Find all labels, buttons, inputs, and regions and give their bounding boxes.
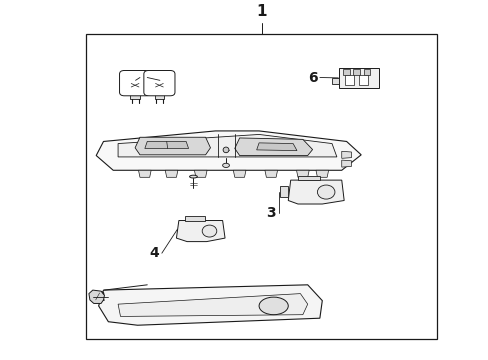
Polygon shape (279, 186, 287, 197)
Bar (86, 33, 436, 339)
Polygon shape (256, 143, 296, 150)
Polygon shape (287, 180, 344, 204)
Polygon shape (144, 141, 188, 148)
Text: 2: 2 (96, 290, 106, 304)
Polygon shape (118, 134, 336, 157)
Polygon shape (234, 138, 312, 156)
Polygon shape (331, 77, 339, 84)
Polygon shape (233, 170, 245, 177)
Polygon shape (165, 170, 178, 177)
Bar (353, 69, 359, 75)
Polygon shape (176, 221, 224, 242)
Bar (363, 69, 369, 75)
Polygon shape (339, 68, 378, 88)
Polygon shape (138, 170, 151, 177)
Bar (343, 69, 349, 75)
Text: 3: 3 (266, 206, 276, 220)
Polygon shape (154, 92, 164, 99)
Polygon shape (130, 92, 140, 99)
FancyBboxPatch shape (143, 71, 175, 96)
Polygon shape (264, 170, 277, 177)
Ellipse shape (259, 297, 287, 315)
Polygon shape (135, 137, 210, 155)
Polygon shape (341, 160, 351, 167)
Ellipse shape (223, 147, 228, 153)
Bar (358, 75, 367, 85)
Text: 4: 4 (149, 246, 159, 260)
Polygon shape (315, 170, 328, 177)
Polygon shape (341, 151, 351, 158)
Polygon shape (99, 285, 322, 325)
Bar (345, 75, 353, 85)
Polygon shape (89, 290, 104, 303)
Ellipse shape (202, 225, 216, 237)
Polygon shape (185, 216, 204, 221)
Text: 1: 1 (256, 4, 266, 19)
Text: 6: 6 (307, 71, 317, 85)
Polygon shape (194, 170, 206, 177)
FancyBboxPatch shape (119, 71, 150, 96)
Text: 5: 5 (137, 74, 147, 88)
Polygon shape (297, 176, 319, 180)
Polygon shape (118, 294, 307, 316)
Ellipse shape (317, 185, 334, 199)
Polygon shape (96, 131, 361, 170)
Ellipse shape (222, 163, 229, 167)
Ellipse shape (189, 175, 197, 178)
Polygon shape (296, 170, 308, 177)
